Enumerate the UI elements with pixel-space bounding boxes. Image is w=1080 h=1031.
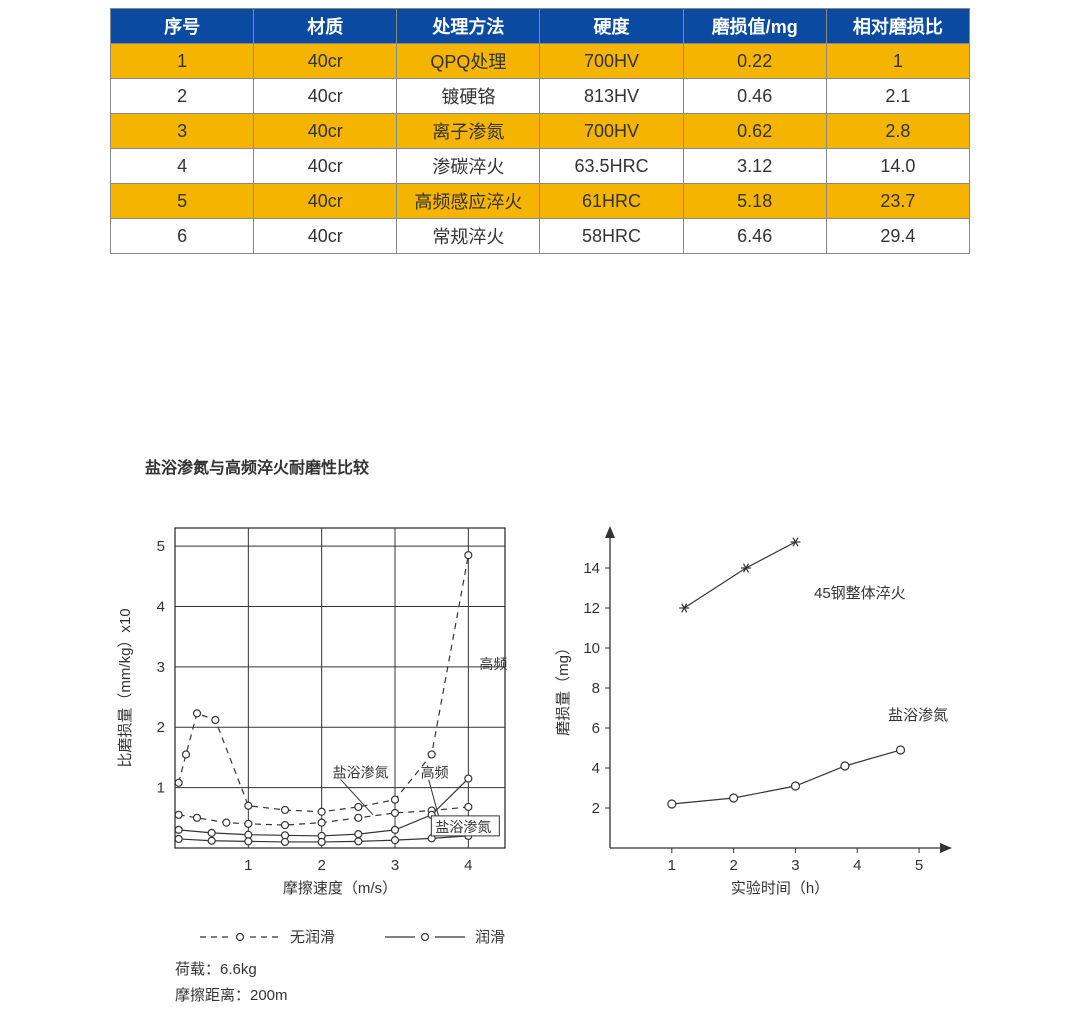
table-row: 140crQPQ处理700HV0.221: [111, 44, 970, 79]
table-cell: 2.8: [826, 114, 969, 149]
svg-text:14: 14: [583, 560, 600, 577]
legend-dashed-sample: [200, 930, 280, 944]
table-cell: 5.18: [683, 184, 826, 219]
table-row: 440cr渗碳淬火63.5HRC3.1214.0: [111, 149, 970, 184]
table-cell: 14.0: [826, 149, 969, 184]
table-cell: 4: [111, 149, 254, 184]
table-header-cell: 相对磨损比: [826, 9, 969, 44]
svg-text:1: 1: [668, 857, 676, 874]
table-cell: 40cr: [254, 149, 397, 184]
svg-text:10: 10: [583, 640, 600, 657]
legend-solid-label: 润滑: [475, 926, 505, 947]
table-cell: 镀硬铬: [397, 79, 540, 114]
table-cell: 40cr: [254, 79, 397, 114]
table-header-cell: 序号: [111, 9, 254, 44]
table-cell: 5: [111, 184, 254, 219]
table-cell: 40cr: [254, 219, 397, 254]
table-header-cell: 处理方法: [397, 9, 540, 44]
table-cell: 813HV: [540, 79, 683, 114]
table-cell: 61HRC: [540, 184, 683, 219]
table-cell: 1: [826, 44, 969, 79]
svg-text:4: 4: [157, 598, 165, 615]
svg-text:2: 2: [317, 857, 325, 874]
table-cell: 离子渗氮: [397, 114, 540, 149]
chart-left-column: 123451234摩擦速度（m/s）比磨损量（mm/kg）x10高频盐浴渗氮高频…: [100, 508, 530, 908]
svg-text:5: 5: [157, 538, 165, 555]
svg-text:4: 4: [592, 760, 600, 777]
table-row: 540cr高频感应淬火61HRC5.1823.7: [111, 184, 970, 219]
table-cell: 0.46: [683, 79, 826, 114]
svg-text:1: 1: [244, 857, 252, 874]
table-cell: 23.7: [826, 184, 969, 219]
table-header-cell: 材质: [254, 9, 397, 44]
svg-text:盐浴渗氮: 盐浴渗氮: [888, 707, 948, 724]
svg-text:磨损量（mg）: 磨损量（mg）: [555, 640, 572, 736]
table-cell: 40cr: [254, 44, 397, 79]
charts-row: 123451234摩擦速度（m/s）比磨损量（mm/kg）x10高频盐浴渗氮高频…: [0, 508, 1080, 908]
table-cell: 6: [111, 219, 254, 254]
svg-text:比磨损量（mm/kg）x10: 比磨损量（mm/kg）x10: [117, 608, 134, 767]
svg-text:5: 5: [915, 857, 923, 874]
table-cell: 58HRC: [540, 219, 683, 254]
table-row: 640cr常规淬火58HRC6.4629.4: [111, 219, 970, 254]
svg-text:8: 8: [592, 680, 600, 697]
svg-text:2: 2: [592, 800, 600, 817]
chart-legend: 无润滑 润滑: [200, 926, 1080, 947]
time-wear-chart: 246810121412345实验时间（h）磨损量（mg）45钢整体淬火盐浴渗氮: [540, 508, 970, 908]
table-cell: 63.5HRC: [540, 149, 683, 184]
chart-right-column: 246810121412345实验时间（h）磨损量（mg）45钢整体淬火盐浴渗氮: [540, 508, 970, 908]
table-cell: 0.22: [683, 44, 826, 79]
friction-speed-chart: 123451234摩擦速度（m/s）比磨损量（mm/kg）x10高频盐浴渗氮高频…: [100, 508, 530, 908]
table-cell: 3.12: [683, 149, 826, 184]
svg-text:实验时间（h）: 实验时间（h）: [731, 880, 829, 897]
svg-text:6: 6: [592, 720, 600, 737]
legend-dashed-label: 无润滑: [290, 926, 335, 947]
svg-text:摩擦速度（m/s）: 摩擦速度（m/s）: [283, 879, 397, 897]
svg-text:盐浴渗氮: 盐浴渗氮: [435, 819, 491, 835]
table-cell: 渗碳淬火: [397, 149, 540, 184]
svg-text:3: 3: [391, 857, 399, 874]
chart-footnotes: 荷载：6.6kg 摩擦距离：200m: [175, 957, 1080, 1008]
svg-text:12: 12: [583, 600, 600, 617]
svg-text:3: 3: [791, 857, 799, 874]
footnote-load: 荷载：6.6kg: [175, 957, 1080, 983]
svg-text:2: 2: [157, 719, 165, 736]
svg-text:45钢整体淬火: 45钢整体淬火: [814, 585, 906, 602]
table-header-cell: 硬度: [540, 9, 683, 44]
legend-solid-sample: [385, 930, 465, 944]
svg-text:4: 4: [853, 857, 861, 874]
svg-text:3: 3: [157, 659, 165, 676]
svg-text:盐浴渗氮: 盐浴渗氮: [333, 765, 389, 781]
table-row: 340cr离子渗氮700HV0.622.8: [111, 114, 970, 149]
table-cell: 2.1: [826, 79, 969, 114]
table-cell: 3: [111, 114, 254, 149]
svg-text:4: 4: [464, 857, 472, 874]
wear-table-container: 序号材质处理方法硬度磨损值/mg相对磨损比 140crQPQ处理700HV0.2…: [0, 0, 1080, 254]
svg-text:1: 1: [157, 780, 165, 797]
table-cell: 29.4: [826, 219, 969, 254]
table-cell: 6.46: [683, 219, 826, 254]
table-cell: 700HV: [540, 114, 683, 149]
charts-section-title: 盐浴渗氮与高频淬火耐磨性比较: [145, 454, 1080, 478]
table-cell: 2: [111, 79, 254, 114]
svg-text:高频: 高频: [421, 765, 449, 781]
table-cell: 高频感应淬火: [397, 184, 540, 219]
table-cell: 700HV: [540, 44, 683, 79]
table-cell: 1: [111, 44, 254, 79]
table-cell: QPQ处理: [397, 44, 540, 79]
wear-comparison-table: 序号材质处理方法硬度磨损值/mg相对磨损比 140crQPQ处理700HV0.2…: [110, 8, 970, 254]
svg-text:高频: 高频: [479, 656, 507, 672]
table-cell: 40cr: [254, 184, 397, 219]
table-header-cell: 磨损值/mg: [683, 9, 826, 44]
svg-text:2: 2: [729, 857, 737, 874]
table-row: 240cr镀硬铬813HV0.462.1: [111, 79, 970, 114]
footnote-distance: 摩擦距离：200m: [175, 983, 1080, 1009]
table-cell: 0.62: [683, 114, 826, 149]
table-cell: 40cr: [254, 114, 397, 149]
table-cell: 常规淬火: [397, 219, 540, 254]
